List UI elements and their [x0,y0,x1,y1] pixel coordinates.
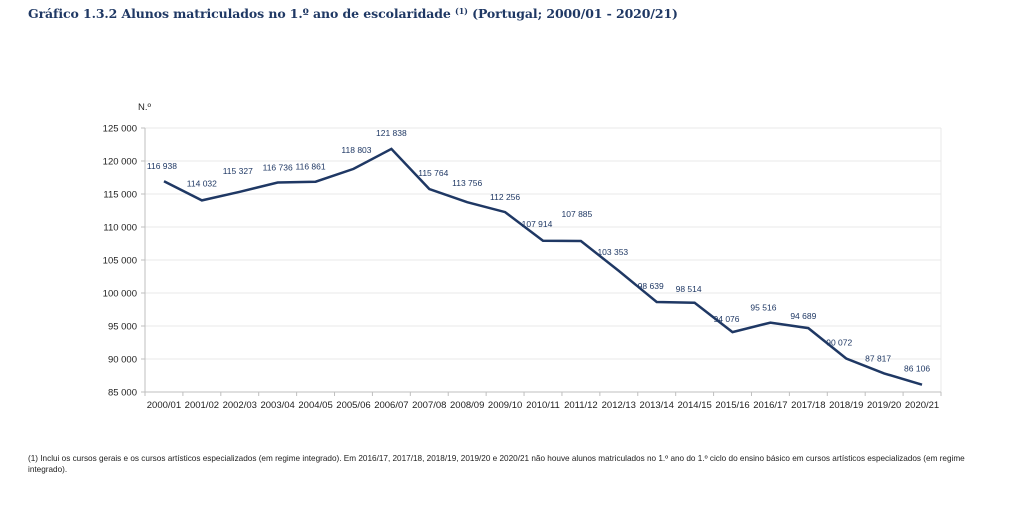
x-tick-label: 2020/21 [905,400,939,411]
x-tick-label: 2017/18 [791,400,825,411]
x-tick-label: 2007/08 [412,400,446,411]
x-tick-label: 2011/12 [564,400,598,411]
data-label: 107 885 [562,209,593,219]
y-axis-label: N.º [138,102,152,113]
series-line [163,147,923,386]
chart-title: Gráfico 1.3.2 Alunos matriculados no 1.º… [28,6,678,21]
data-label: 103 353 [597,247,628,257]
axes [144,128,941,393]
data-label: 86 106 [904,364,930,374]
x-tick-label: 2016/17 [753,400,787,411]
x-tick-label: 2002/03 [223,400,257,411]
y-tick-label: 95 000 [108,322,137,333]
data-label: 98 639 [638,281,664,291]
y-tick-label: 105 000 [103,256,137,267]
x-tick-label: 2018/19 [829,400,863,411]
x-tick-label: 2006/07 [374,400,408,411]
data-label: 115 327 [223,166,253,176]
x-tick-label: 2009/10 [488,400,522,411]
data-label: 113 756 [452,178,482,188]
data-label: 98 514 [676,284,702,294]
x-tick-label: 2003/04 [260,400,294,411]
data-label: 116 736 [263,163,293,173]
data-label: 90 072 [826,338,852,348]
data-label: 116 861 [296,162,326,172]
data-label: 116 938 [147,161,177,171]
footnote-reference: (1) [455,6,468,16]
data-label: 94 689 [790,311,816,321]
data-label: 112 256 [490,192,520,202]
x-tick-label: 2001/02 [185,400,219,411]
y-tick-label: 115 000 [103,190,137,201]
data-label: 114 032 [187,178,217,188]
x-tick-label: 2004/05 [298,400,332,411]
y-tick-label: 110 000 [103,223,137,234]
chart-title-main: Gráfico 1.3.2 Alunos matriculados no 1.º… [28,6,451,21]
line-chart: N.º 85 000 90 000 95 000 100 000 105 000 110 … [103,102,942,411]
data-line [163,147,923,386]
x-tick-label: 2010/11 [526,400,560,411]
data-label: 121 838 [376,128,407,138]
data-label: 107 914 [522,219,553,229]
data-label: 87 817 [865,353,891,363]
x-tick-label: 2014/15 [677,400,711,411]
footnote: (1) Inclui os cursos gerais e os cursos … [28,454,965,474]
data-labels: 116 938 114 032 115 327 116 736 116 861 118 8… [147,128,930,374]
data-label: 118 803 [341,145,371,155]
y-tick-label: 125 000 [103,124,137,135]
y-tick-label: 100 000 [103,289,137,300]
data-label: 94 076 [714,314,740,324]
y-axis-ticks: 85 000 90 000 95 000 100 000 105 000 110 000 1… [103,124,145,399]
data-label: 115 764 [418,168,448,178]
y-tick-label: 90 000 [108,355,137,366]
x-tick-label: 2019/20 [867,400,901,411]
x-tick-label: 2005/06 [336,400,370,411]
x-tick-label: 2012/13 [602,400,636,411]
x-axis-ticks: 2000/01 2001/02 2002/03 2003/04 2004/05 2005/… [144,392,942,411]
x-tick-label: 2008/09 [450,400,484,411]
y-tick-label: 85 000 [108,388,137,399]
chart-title-suffix: (Portugal; 2000/01 - 2020/21) [472,6,678,21]
y-tick-label: 120 000 [103,157,137,168]
gridlines [145,127,942,392]
x-tick-label: 2000/01 [147,400,181,411]
x-tick-label: 2013/14 [640,400,674,411]
x-tick-label: 2015/16 [715,400,749,411]
data-label: 95 516 [750,303,776,313]
